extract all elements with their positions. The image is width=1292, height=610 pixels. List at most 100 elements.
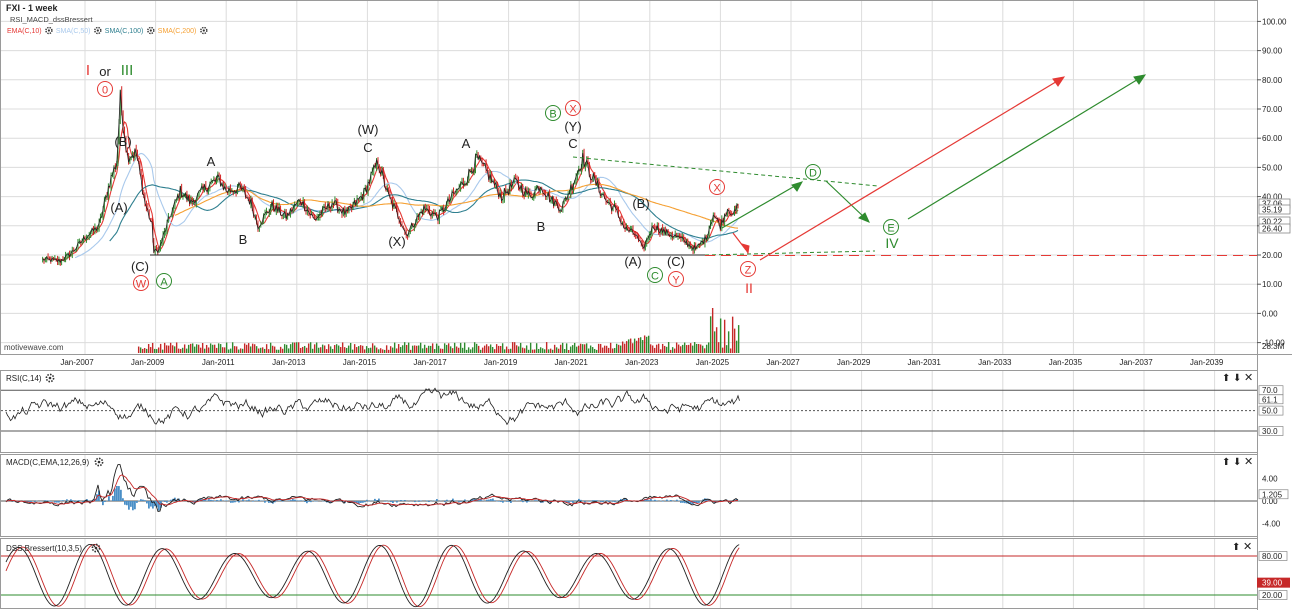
volume-bar [663,345,666,353]
macd-hist-bar [118,486,120,501]
volume-bar [269,342,272,353]
volume-bar [537,348,540,353]
volume-bar [655,344,658,353]
rsi-close-icon[interactable]: ✕ [1244,372,1253,384]
macd-hist-bar [734,499,736,501]
volume-bar [309,342,312,353]
volume-bar [715,327,718,353]
volume-bar [181,347,184,353]
macd-hist-bar [396,501,398,503]
macd-hist-bar [618,500,620,501]
volume-bar [373,345,376,353]
volume-bar [691,345,694,353]
rsi-move-down-icon[interactable]: ⬇ [1233,373,1241,384]
volume-bar [479,349,482,353]
volume-bar [315,342,318,353]
macd-hist-bar [358,501,360,504]
overlay-gear-icon[interactable] [45,26,53,35]
macd-hist-bar [610,500,612,501]
volume-bar [471,347,474,353]
macd-hist-bar [112,495,114,501]
macd-close-icon[interactable]: ✕ [1244,456,1253,468]
volume-bar [331,348,334,353]
macd-hist-bar [450,500,452,501]
overlay-gear-icon[interactable] [147,26,155,35]
x-tick-label: Jan-2017 [413,358,447,367]
chart-title: FXI - 1 week [6,3,59,13]
volume-bar [517,346,520,353]
volume-bar [601,347,604,353]
volume-bar [619,345,622,353]
volume-bar [647,335,650,353]
x-tick-label: Jan-2035 [1049,358,1083,367]
macd-gear-icon[interactable] [94,457,104,467]
dss-gear-icon[interactable] [91,543,101,553]
volume-bar [523,348,526,353]
macd-hist-bar [136,501,138,503]
macd-hist-bar [680,501,682,503]
volume-bar [495,344,498,353]
macd-hist-bar [676,499,678,501]
volume-bar [671,347,674,353]
dss-title: DSS Bressert(10,3,5) [6,544,82,553]
macd-hist-bar [226,500,228,501]
volume-bar [333,345,336,353]
macd-move-down-icon[interactable]: ⬇ [1233,457,1241,468]
volume-bar [143,348,146,353]
dss-move-up-icon[interactable]: ⬆ [1232,542,1240,553]
macd-hist-bar [66,499,68,501]
arrow-up-red [759,76,1066,261]
rsi-move-up-icon[interactable]: ⬆ [1222,373,1230,384]
volume-bar [375,347,378,353]
volume-bar [219,344,222,353]
dss-close-icon[interactable]: ✕ [1243,541,1252,553]
macd-hist-bar [230,501,232,503]
rsi-panel: 70.0 50.0 30.0 61.1 RSI(C,14) [1,373,1284,436]
macd-hist-bar [666,499,668,501]
volume-bar [651,345,654,353]
macd-hist-bar [494,500,496,501]
overlay-gear-icon[interactable] [200,26,208,35]
macd-hist-bar [82,501,84,503]
macd-hist-bar [510,501,512,503]
macd-hist-bar [588,501,590,502]
macd-hist-bar [254,500,256,501]
macd-hist-bar [298,500,300,501]
macd-hist-bar [542,501,544,503]
wave-circle-B-green [545,105,561,121]
overlay-gear-icon[interactable] [94,26,102,35]
ma-sma-50 [74,152,739,259]
wave-Y-paren-2021: (Y) [564,119,581,134]
support-dashed-green [704,250,876,256]
volume-bar [615,343,618,353]
rsi-gear-icon[interactable] [45,373,55,383]
macd-hist-bar [402,500,404,501]
watermark: motivewave.com [4,343,64,352]
volume-bar [675,342,678,353]
macd-hist-bar [70,499,72,501]
macd-hist-bar [482,500,484,501]
macd-hist-bar [214,501,216,502]
macd-hist-bar [478,499,480,501]
volume-bar [451,348,454,353]
volume-bar [177,348,180,353]
rsi-panel-controls: ⬆ ⬇ ✕ [1222,372,1253,384]
macd-hist-bar [198,499,200,501]
macd-signal-line [5,474,739,506]
macd-hist-bar [140,499,142,501]
volume-bar [209,343,212,353]
projection-lines [150,74,1257,261]
volume-bar [635,340,638,353]
volume-bar [559,344,562,353]
dss-panel-controls: ⬆ ✕ [1232,541,1252,553]
volume-bar [627,339,630,353]
volume-bar [693,342,696,353]
volume-bar [493,349,496,353]
macd-move-up-icon[interactable]: ⬆ [1222,457,1230,468]
volume-bar [245,344,248,353]
macd-panel-controls: ⬆ ⬇ ✕ [1222,456,1253,468]
volume-bar [291,342,294,353]
macd-hist-bar [236,501,238,502]
x-tick-label: Jan-2033 [978,358,1012,367]
